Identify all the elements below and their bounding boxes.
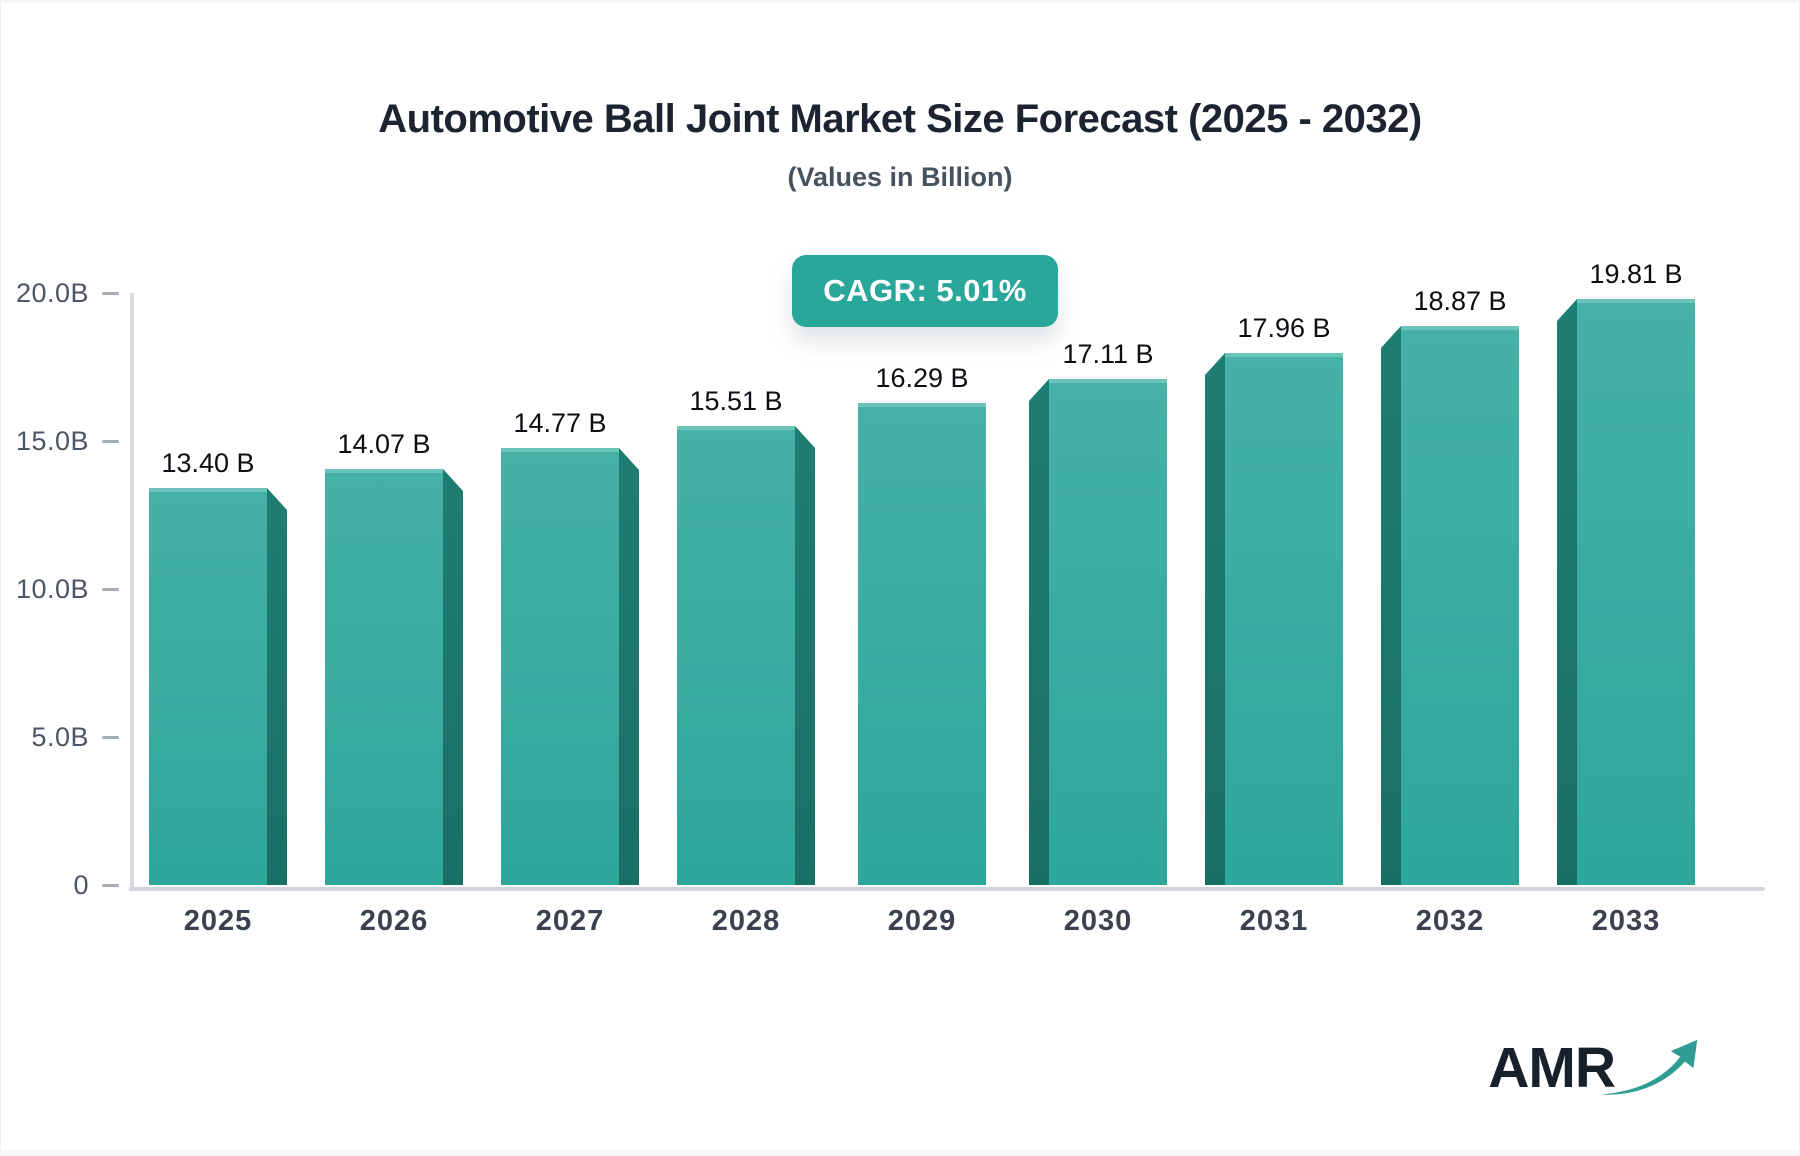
- bar-2033: 19.81 B: [1557, 259, 1695, 885]
- bar-side-face: [443, 469, 463, 885]
- bar-top-highlight: [149, 488, 267, 492]
- bar-front-face: [501, 448, 619, 885]
- bar-2029: 16.29 B: [853, 363, 991, 885]
- y-tick-15.0B: 15.0B: [1, 426, 119, 456]
- bar-front-face: [149, 488, 267, 885]
- bar-value-label: 14.77 B: [513, 408, 607, 438]
- bar-2025: 13.40 B: [149, 448, 287, 885]
- bar-2026: 14.07 B: [325, 429, 463, 885]
- y-tick-mark: [102, 291, 119, 295]
- bar-side-face: [619, 448, 639, 885]
- y-tick-label: 5.0B: [31, 721, 89, 752]
- y-tick-label: 20.0B: [15, 277, 89, 308]
- bar-side-face: [1557, 299, 1577, 885]
- x-axis-label-2028: 2028: [711, 905, 781, 937]
- y-tick-mark: [102, 735, 119, 739]
- bar-top-highlight: [1577, 299, 1695, 303]
- chart-title: Automotive Ball Joint Market Size Foreca…: [378, 97, 1422, 141]
- bar-value-label: 14.07 B: [337, 429, 431, 459]
- bar-2027: 14.77 B: [501, 408, 639, 885]
- bar-side-face: [1381, 326, 1401, 885]
- bar-top-highlight: [1225, 353, 1343, 357]
- growth-arrow-icon: [1601, 1039, 1698, 1095]
- chart-subtitle: (Values in Billion): [787, 162, 1013, 192]
- bar-top-highlight: [677, 426, 795, 430]
- bar-side-face: [267, 488, 287, 885]
- bar-front-face: [1401, 326, 1519, 885]
- bar-side-face: [795, 426, 815, 885]
- bar-value-label: 19.81 B: [1589, 259, 1683, 289]
- bar-value-label: 17.11 B: [1062, 339, 1154, 369]
- x-axis-line: [129, 887, 1765, 891]
- bar-front-face: [325, 469, 443, 885]
- bar-shape: [1557, 299, 1695, 885]
- bar-value-label: 13.40 B: [161, 448, 255, 478]
- y-tick-10.0B: 10.0B: [1, 574, 119, 604]
- bar-side-face: [1205, 353, 1225, 885]
- bar-side-face: [1029, 379, 1049, 885]
- cagr-badge: CAGR: 5.01%: [792, 255, 1058, 327]
- x-axis-label-2031: 2031: [1239, 905, 1309, 937]
- bar-value-label: 15.51 B: [689, 386, 783, 416]
- bar-front-face: [677, 426, 795, 885]
- y-tick-label: 15.0B: [15, 425, 89, 456]
- x-axis-label-2033: 2033: [1591, 905, 1661, 937]
- bar-front-face: [1049, 379, 1167, 885]
- y-tick-20.0B: 20.0B: [1, 278, 119, 308]
- bar-shape: [325, 469, 463, 885]
- amr-logo-text: AMR: [1488, 1036, 1616, 1100]
- bar-shape: [1381, 326, 1519, 885]
- chart-header: Automotive Ball Joint Market Size Foreca…: [1, 97, 1799, 193]
- bar-value-label: 18.87 B: [1413, 286, 1507, 316]
- bar-2032: 18.87 B: [1381, 286, 1519, 885]
- bar-shape: [1205, 353, 1343, 885]
- bar-value-label: 17.96 B: [1237, 313, 1331, 343]
- bar-2028: 15.51 B: [677, 386, 815, 885]
- plot-area: 13.40 B 14.07 B 14.77 B 15.51 B 16.29 B 17.11…: [136, 259, 1756, 885]
- bar-2031: 17.96 B: [1205, 313, 1343, 885]
- bar-front-face: [1577, 299, 1695, 885]
- y-tick-0: 0: [1, 870, 119, 900]
- x-axis-labels: 2025 2026 2027 2028 2029 2030 2031 2032 2033: [136, 905, 1756, 938]
- y-tick-mark: [102, 439, 119, 443]
- bar-top-highlight: [1401, 326, 1519, 330]
- y-tick-5.0B: 5.0B: [1, 722, 119, 752]
- bar-top-highlight: [1049, 379, 1167, 383]
- bar-2030: 17.11 B: [1029, 339, 1167, 885]
- y-axis: 20.0B 15.0B 10.0B 5.0B 0: [1, 278, 119, 900]
- bar-value-label: 16.29 B: [875, 363, 969, 393]
- y-tick-label: 10.0B: [15, 573, 89, 604]
- bar-shape: [149, 488, 287, 885]
- bar-top-highlight: [325, 469, 443, 473]
- bar-front-face: [858, 403, 986, 885]
- x-axis-label-2026: 2026: [359, 905, 429, 937]
- bar-shape: [1029, 379, 1167, 885]
- y-axis-line: [130, 293, 134, 891]
- y-tick-label: 0: [73, 869, 89, 900]
- amr-logo: AMR: [1488, 1033, 1703, 1103]
- y-tick-mark: [102, 587, 119, 591]
- bar-front-face: [1225, 353, 1343, 885]
- y-tick-mark: [102, 883, 119, 887]
- bar-top-highlight: [501, 448, 619, 452]
- bar-top-highlight: [858, 403, 986, 407]
- x-axis-label-2029: 2029: [887, 905, 957, 937]
- x-axis-label-2025: 2025: [183, 905, 253, 937]
- bar-shape: [501, 448, 639, 885]
- bar-shape: [858, 403, 986, 885]
- x-axis-label-2032: 2032: [1415, 905, 1485, 937]
- x-axis-label-2027: 2027: [535, 905, 605, 937]
- top-left-accent-line: [9, 0, 155, 3]
- bar-shape: [677, 426, 815, 885]
- x-axis-label-2030: 2030: [1063, 905, 1133, 937]
